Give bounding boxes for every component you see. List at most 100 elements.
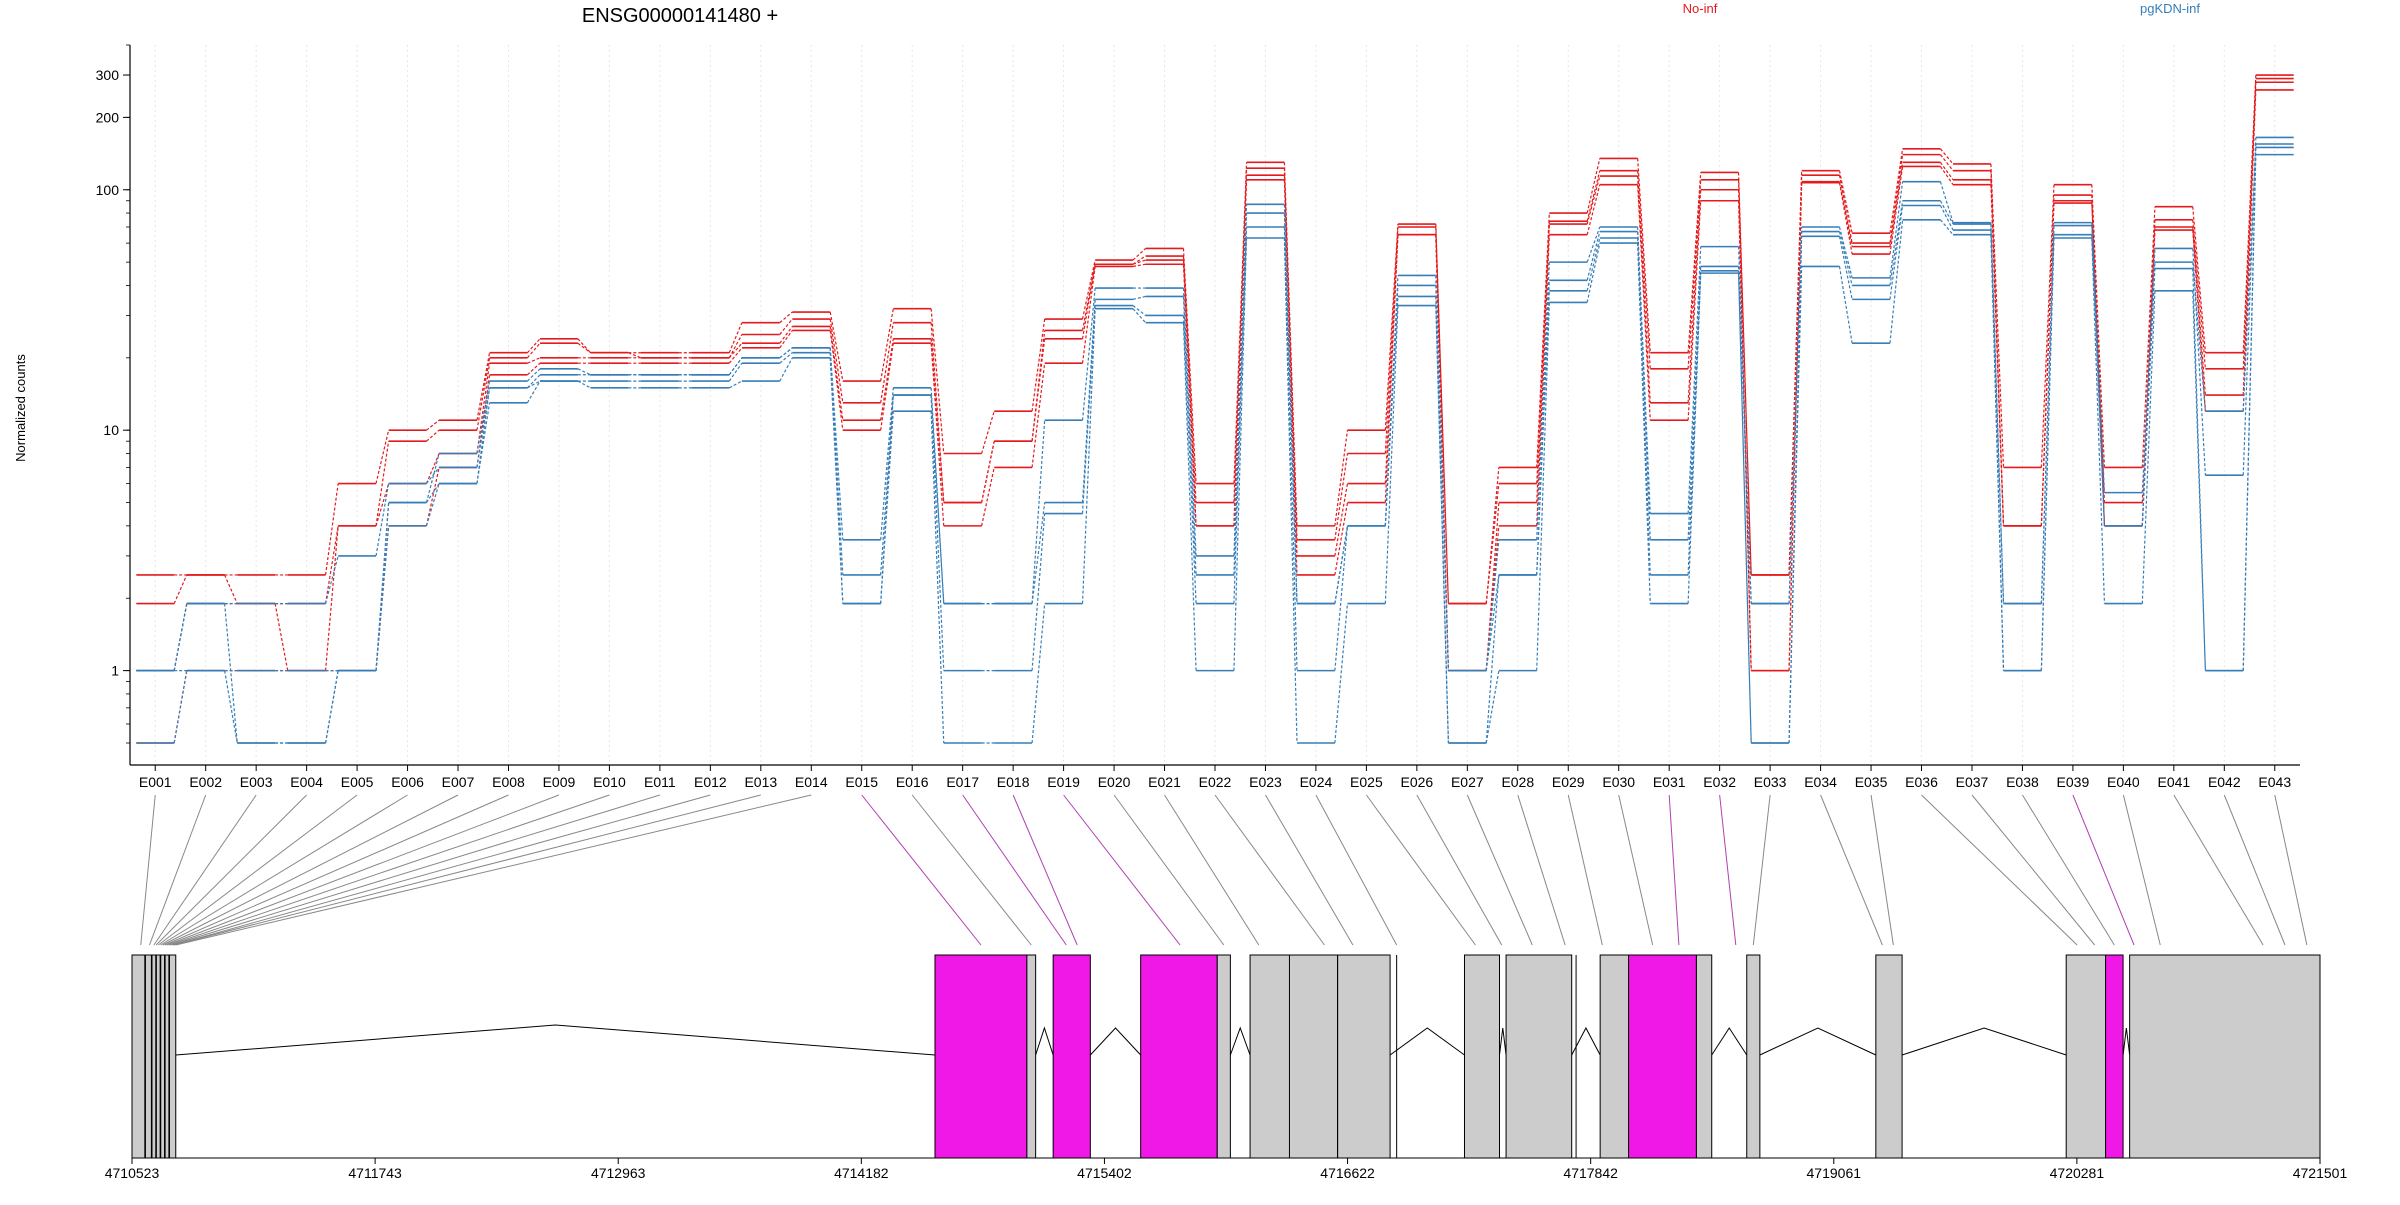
series-transition [1334, 603, 1349, 744]
series-transition [829, 357, 844, 604]
series-transition [324, 670, 339, 744]
exon-block [2065, 954, 2107, 1159]
series-transition [1283, 226, 1298, 671]
x-tick-label: E031 [1653, 774, 1686, 790]
x-tick-label: E032 [1703, 774, 1736, 790]
exon-connector [1214, 794, 1325, 946]
series-transition [1435, 296, 1450, 744]
series-transition [930, 322, 945, 503]
series-transition [1939, 200, 1954, 225]
series-transition [1737, 179, 1752, 575]
series-transition [1384, 296, 1399, 526]
series-transition [526, 338, 541, 354]
exon-connector [1113, 794, 1225, 946]
series-transition [1637, 243, 1651, 604]
series-transition [1788, 236, 1803, 744]
exon-connector [1517, 794, 1566, 946]
exon-block [1463, 954, 1500, 1159]
series-transition [1182, 322, 1197, 671]
gene-axis-label: 4712963 [591, 1165, 646, 1181]
exon-connector [1752, 794, 1771, 946]
y-tick-label: 100 [96, 182, 120, 198]
series-transition [728, 380, 743, 389]
legend-item-pgkdn-inf: pgKDN-inf [2140, 1, 2200, 16]
series-transition [1788, 231, 1803, 604]
series-transition [829, 318, 844, 403]
x-tick-label: E017 [946, 774, 979, 790]
exon-block-highlighted [1052, 954, 1091, 1159]
series-transition [1788, 266, 1803, 744]
series-transition [1586, 184, 1601, 235]
series-transition [1435, 224, 1450, 604]
series-transition [1990, 234, 2005, 671]
exon-connector [1164, 794, 1260, 946]
series-transition [1637, 184, 1651, 421]
exon-connector [2223, 794, 2286, 946]
series-transition [1990, 184, 2005, 526]
series-transition [1485, 483, 1500, 604]
series-transition [1182, 248, 1197, 484]
x-tick-label: E004 [290, 774, 323, 790]
series-transition [224, 670, 238, 744]
series-transition [1334, 525, 1349, 604]
series-transition [1081, 288, 1096, 421]
series-transition [1586, 242, 1601, 303]
gene-axis-label: 4714182 [834, 1165, 889, 1181]
series-transition [728, 322, 743, 353]
exon-connector [153, 794, 257, 946]
series-transition [1233, 237, 1248, 671]
series-transition [2091, 234, 2106, 526]
exon-connector [1315, 794, 1398, 946]
intron-line [1901, 1027, 2067, 1056]
x-tick-label: E021 [1148, 774, 1181, 790]
exon-connector [149, 794, 207, 946]
x-tick-label: E023 [1249, 774, 1282, 790]
series-transition [829, 326, 844, 421]
series-transition [1031, 420, 1046, 604]
exon-block [1216, 954, 1231, 1159]
x-tick-label: E003 [240, 774, 273, 790]
series-transition [1132, 308, 1147, 324]
series-transition [930, 411, 945, 744]
series-transition [375, 430, 390, 484]
x-tick-label: E038 [2006, 774, 2039, 790]
exon-connector-layer [140, 794, 2308, 946]
series-transition [173, 670, 188, 744]
series-transition [1687, 172, 1702, 353]
gene-model-layer: 4710523 4711743 4712963 4714182 4715402 47166… [105, 954, 2347, 1181]
series-transition [1687, 189, 1702, 403]
series-transition [1536, 290, 1550, 575]
series-transition [476, 357, 491, 431]
series-transition [1081, 264, 1096, 331]
series-layer [136, 74, 2294, 744]
exon-connector [1063, 794, 1181, 946]
series-transition [476, 381, 491, 454]
exon-connector [1265, 794, 1354, 946]
exon-connector [1870, 794, 1894, 946]
exon-block [1505, 954, 1573, 1159]
exon-connector [1466, 794, 1533, 946]
series-transition [1939, 166, 1954, 186]
series-transition [1182, 315, 1197, 604]
series-transition [1990, 163, 2005, 468]
series-transition [1838, 236, 1853, 300]
series-transition [2192, 206, 2206, 353]
series-transition [1334, 525, 1349, 671]
exon-connector [155, 794, 307, 946]
series-transition [1687, 273, 1702, 604]
x-tick-label: E041 [2157, 774, 2190, 790]
series-transition [1737, 270, 1752, 744]
series-transition [779, 357, 793, 382]
x-tick-label: E012 [694, 774, 727, 790]
exon-connector [166, 794, 560, 946]
series-transition [1788, 182, 1803, 671]
series-transition [2192, 226, 2206, 396]
series-transition [1132, 263, 1146, 267]
x-tick-label: E022 [1199, 774, 1232, 790]
x-tick-label: E027 [1451, 774, 1484, 790]
y-axis-label: Normalized counts [13, 354, 28, 462]
series-transition [1334, 502, 1349, 576]
series-transition [2242, 89, 2257, 412]
series-transition [1536, 302, 1550, 671]
